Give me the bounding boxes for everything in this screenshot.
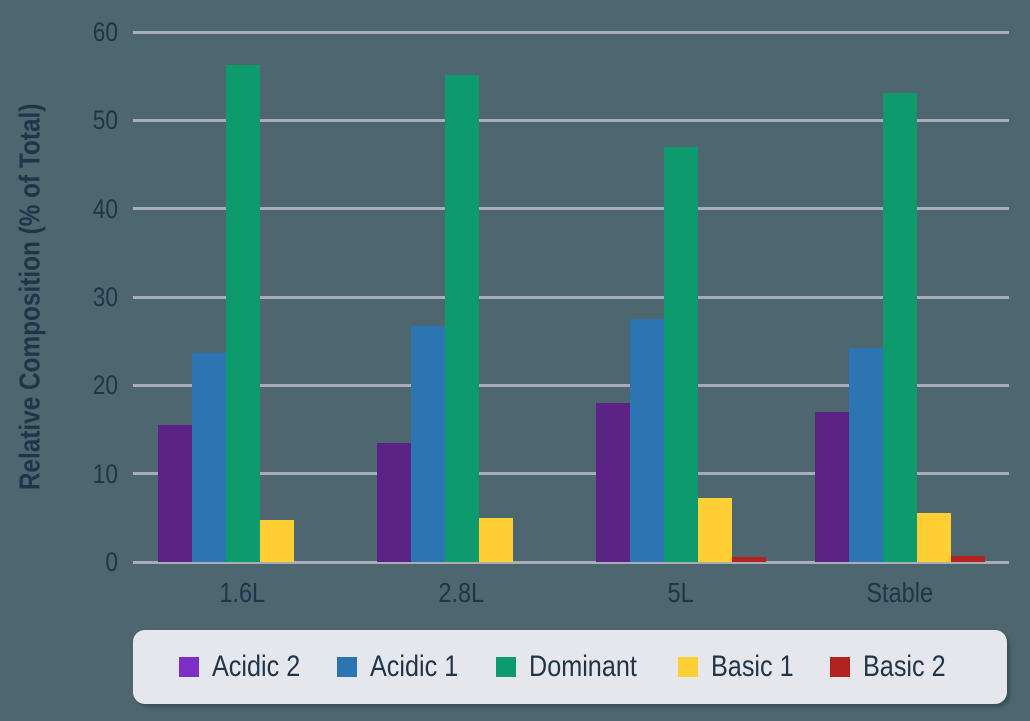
y-tick-label: 60 [92, 17, 118, 47]
bar-acidic-1-stable [848, 348, 883, 562]
legend-item-basic-1: Basic 1 [677, 650, 809, 684]
gridline-10 [133, 472, 1009, 476]
bar-acidic-2-stable [814, 411, 849, 562]
gridline-20 [133, 383, 1009, 387]
bar-dominant-2.8l [444, 75, 479, 562]
y-tick-label: 50 [92, 105, 118, 136]
legend-item-dominant: Dominant [495, 650, 657, 684]
gridline-40 [133, 207, 1009, 211]
bar-dominant-5l [663, 146, 698, 562]
gridline-0 [133, 560, 1009, 564]
y-tick-40: 40 [0, 194, 118, 224]
bar-dominant-1.6l [225, 64, 260, 562]
bar-basic-2-stable [950, 555, 985, 562]
legend-label-text: Basic 1 [710, 650, 794, 683]
bar-acidic-2-5l [595, 403, 630, 562]
bar-basic-1-1.6l [259, 519, 294, 562]
y-tick-label: 0 [105, 547, 118, 577]
y-tick-label: 20 [92, 370, 118, 401]
x-tick-stable: Stable [790, 576, 1009, 610]
legend-item-acidic-2: Acidic 2 [179, 650, 317, 684]
legend-label-basic-1: Basic 1 [711, 650, 809, 684]
legend: Acidic 2 Acidic 1 Dominant Basic 1 Basic 2 [133, 630, 1007, 704]
y-tick-30: 30 [0, 282, 118, 312]
x-tick-5l: 5L [571, 576, 790, 610]
bar-acidic-1-1.6l [191, 352, 226, 562]
legend-label-text: Dominant [528, 650, 637, 683]
bar-dominant-stable [882, 92, 917, 562]
legend-swatch-acidic-2 [179, 657, 199, 677]
bar-basic-1-stable [916, 513, 951, 562]
legend-label-dominant: Dominant [529, 650, 657, 684]
bar-acidic-2-2.8l [376, 442, 411, 563]
x-tick-label: Stable [866, 577, 933, 608]
legend-label-acidic-2: Acidic 2 [212, 650, 317, 684]
bar-acidic-1-2.8l [410, 326, 445, 562]
y-tick-60: 60 [0, 17, 118, 47]
legend-label-basic-2: Basic 2 [863, 650, 961, 684]
x-tick-label: 2.8L [438, 577, 485, 608]
bar-basic-1-5l [697, 498, 732, 562]
legend-swatch-basic-1 [677, 657, 698, 677]
y-tick-50: 50 [0, 105, 118, 135]
bar-basic-2-5l [731, 556, 766, 562]
y-tick-10: 10 [0, 459, 118, 489]
legend-item-basic-2: Basic 2 [829, 650, 961, 684]
x-tick-label: 5L [667, 577, 694, 608]
legend-item-acidic-1: Acidic 1 [337, 650, 475, 684]
legend-swatch-basic-2 [829, 657, 850, 677]
y-tick-0: 0 [0, 547, 118, 577]
y-tick-20: 20 [0, 370, 118, 400]
bar-basic-1-2.8l [478, 517, 513, 562]
legend-swatch-dominant [495, 657, 516, 677]
y-tick-label: 30 [92, 282, 118, 312]
gridline-30 [133, 295, 1009, 299]
legend-label-acidic-1: Acidic 1 [370, 650, 475, 684]
legend-label-text: Acidic 1 [370, 650, 459, 683]
legend-swatch-acidic-1 [337, 657, 358, 677]
gridline-50 [133, 118, 1009, 122]
legend-label-text: Acidic 2 [212, 650, 301, 683]
y-tick-label: 40 [92, 193, 118, 224]
x-tick-2.8l: 2.8L [352, 576, 571, 610]
x-tick-1.6l: 1.6L [133, 576, 352, 610]
y-tick-label: 10 [92, 458, 118, 489]
x-tick-label: 1.6L [219, 577, 266, 608]
bar-acidic-2-1.6l [157, 425, 192, 562]
legend-label-text: Basic 2 [862, 650, 946, 683]
bar-acidic-1-5l [629, 319, 664, 562]
gridline-60 [133, 30, 1009, 34]
